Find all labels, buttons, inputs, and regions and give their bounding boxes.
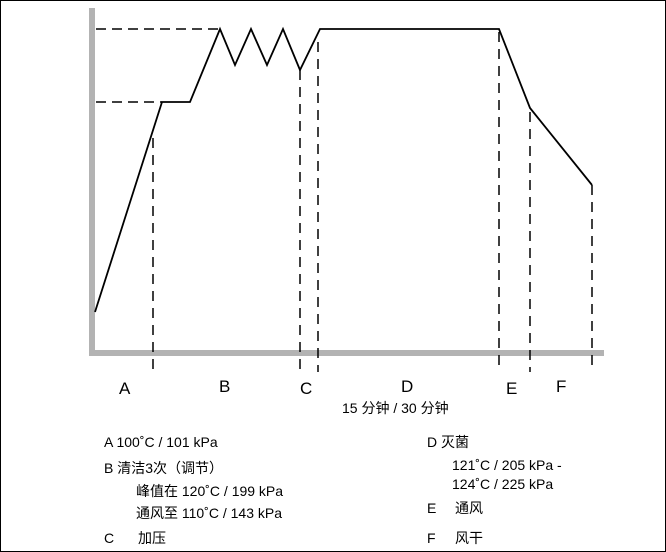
cycle-curve [94,26,593,313]
legend-c-letter: C [104,530,115,546]
legend-b: B 清洁3次（调节） [104,460,224,476]
legend-b-vent: 通风至 110˚C / 143 kPa [136,505,283,521]
legend-d-range1: 121˚C / 205 kPa - [452,457,562,473]
phase-label-f: F [556,377,567,396]
legend-e-letter: E [427,500,437,516]
phase-label-c: C [300,379,313,398]
phase-label-e: E [506,379,518,398]
legend-e-text: 通风 [455,500,483,516]
legend-c-text: 加压 [138,530,166,546]
legend-f-text: 风干 [455,530,483,546]
phase-label-d: D [401,377,414,396]
legend-f-letter: F [427,530,436,546]
duration-label: 15 分钟 / 30 分钟 [342,400,449,416]
phase-label-a: A [119,379,131,398]
legend-a: A 100˚C / 101 kPa [104,434,218,450]
legend-b-peak: 峰值在 120˚C / 199 kPa [136,483,284,499]
legend-d-range2: 124˚C / 225 kPa [452,476,554,492]
phase-label-b: B [219,377,231,396]
legend-d: D 灭菌 [427,434,469,450]
